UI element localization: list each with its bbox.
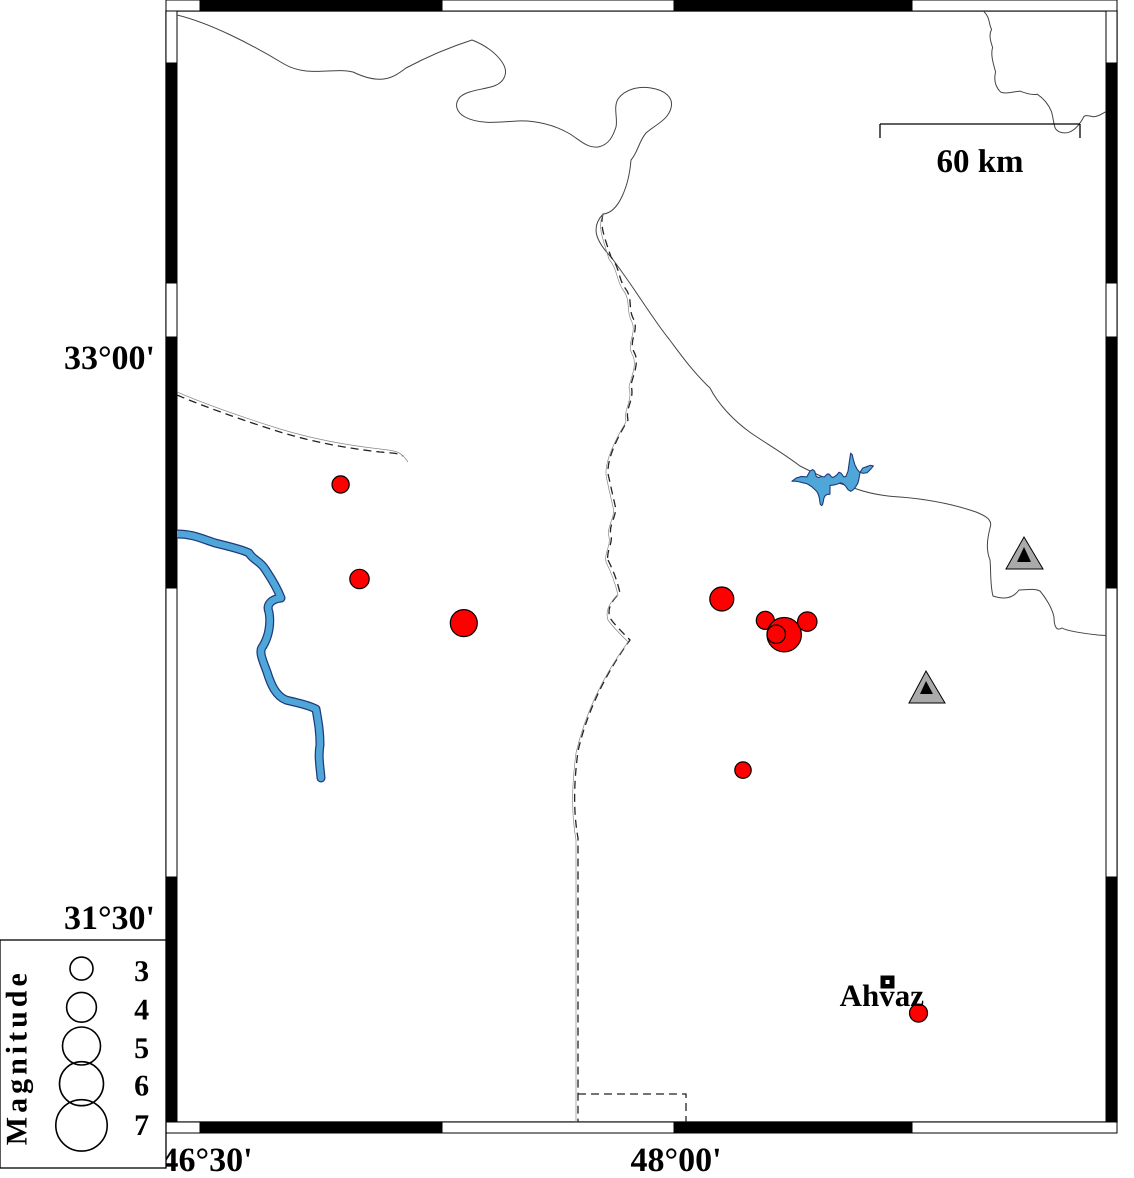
svg-text:6: 6: [134, 1070, 149, 1103]
svg-text:33°00': 33°00': [64, 340, 155, 377]
svg-text:5: 5: [134, 1032, 149, 1065]
svg-text:4: 4: [134, 994, 149, 1027]
svg-text:48°00': 48°00': [630, 1142, 721, 1178]
svg-text:Ahvaz: Ahvaz: [840, 978, 925, 1013]
svg-text:Magnitude: Magnitude: [1, 969, 34, 1145]
svg-text:3: 3: [134, 955, 149, 988]
svg-text:7: 7: [134, 1109, 149, 1142]
svg-text:46°30': 46°30': [161, 1142, 252, 1178]
svg-text:31°30': 31°30': [64, 900, 155, 937]
svg-text:60 km: 60 km: [936, 144, 1023, 180]
